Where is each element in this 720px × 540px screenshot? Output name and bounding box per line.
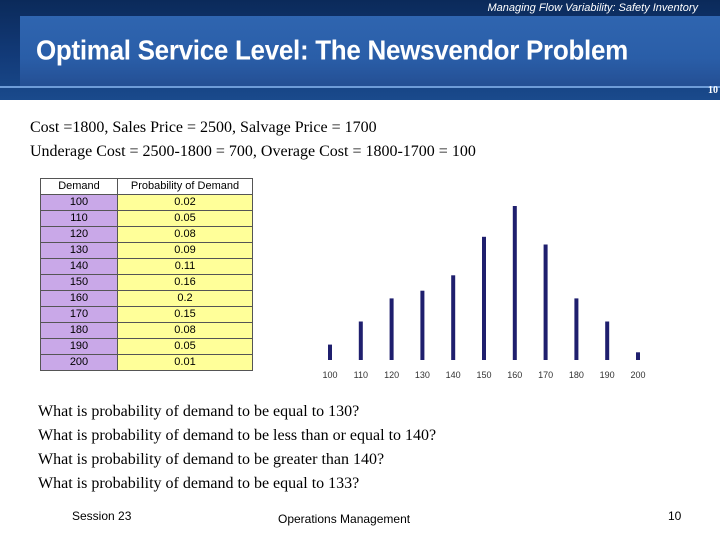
x-tick-label: 110 bbox=[354, 370, 368, 380]
x-tick-label: 190 bbox=[600, 370, 615, 380]
demand-cell: 200 bbox=[40, 354, 118, 371]
x-tick-label: 130 bbox=[415, 370, 430, 380]
bar-170 bbox=[543, 244, 548, 360]
demand-cell: 130 bbox=[40, 242, 118, 259]
x-tick-label: 200 bbox=[630, 370, 645, 380]
x-tick-label: 160 bbox=[507, 370, 522, 380]
x-tick-label: 150 bbox=[476, 370, 491, 380]
x-tick-label: 170 bbox=[538, 370, 553, 380]
x-tick-label: 100 bbox=[322, 370, 337, 380]
table-row: 180 0.08 bbox=[40, 322, 253, 339]
header-subtitle: Managing Flow Variability: Safety Invent… bbox=[487, 2, 698, 14]
demand-table: Demand Probability of Demand 100 0.02 110… bbox=[40, 178, 253, 371]
probability-cell: 0.15 bbox=[117, 306, 253, 323]
demand-cell: 100 bbox=[40, 194, 118, 211]
bar-160 bbox=[512, 206, 517, 360]
probability-cell: 0.16 bbox=[117, 274, 253, 291]
probability-cell: 0.2 bbox=[117, 290, 253, 307]
bar-120 bbox=[389, 298, 394, 360]
question-1: What is probability of demand to be equa… bbox=[38, 403, 360, 420]
table-row: 120 0.08 bbox=[40, 226, 253, 243]
table-row: 190 0.05 bbox=[40, 338, 253, 355]
probability-cell: 0.01 bbox=[117, 354, 253, 371]
footer-course: Operations Management bbox=[278, 512, 411, 526]
demand-cell: 180 bbox=[40, 322, 118, 339]
demand-bar-chart: 100 110 120 130 140 150 160 170 180 190 200 bbox=[322, 206, 646, 380]
demand-cell: 150 bbox=[40, 274, 118, 291]
x-tick-label: 180 bbox=[569, 370, 584, 380]
bar-100 bbox=[328, 344, 332, 360]
column-header-demand: Demand bbox=[40, 178, 118, 195]
banner-divider bbox=[0, 86, 720, 88]
header-banner: Managing Flow Variability: Safety Invent… bbox=[0, 0, 720, 100]
table-row: 100 0.02 bbox=[40, 194, 253, 211]
question-2: What is probability of demand to be less… bbox=[38, 427, 437, 444]
table-row: 150 0.16 bbox=[40, 274, 253, 291]
probability-cell: 0.05 bbox=[117, 338, 253, 355]
table-header-row: Demand Probability of Demand bbox=[40, 178, 253, 195]
bar-180 bbox=[574, 298, 579, 360]
x-tick-label: 120 bbox=[384, 370, 399, 380]
table-row: 110 0.05 bbox=[40, 210, 253, 227]
demand-cell: 160 bbox=[40, 290, 118, 307]
demand-cell: 190 bbox=[40, 338, 118, 355]
table-row: 140 0.11 bbox=[40, 258, 253, 275]
header-page-number: 10 bbox=[708, 85, 718, 96]
bar-150 bbox=[482, 236, 486, 360]
slide-title: Optimal Service Level: The Newsvendor Pr… bbox=[36, 33, 628, 67]
table-row: 130 0.09 bbox=[40, 242, 253, 259]
probability-cell: 0.05 bbox=[117, 210, 253, 227]
question-3: What is probability of demand to be grea… bbox=[38, 451, 385, 468]
table-row: 200 0.01 bbox=[40, 354, 253, 371]
demand-cell: 120 bbox=[40, 226, 118, 243]
title-panel bbox=[20, 16, 720, 86]
bar-190 bbox=[605, 321, 610, 360]
column-header-probability: Probability of Demand bbox=[117, 178, 253, 195]
demand-cell: 140 bbox=[40, 258, 118, 275]
footer-page-number: 10 bbox=[668, 509, 682, 523]
probability-cell: 0.09 bbox=[117, 242, 253, 259]
cost-line-2: Underage Cost = 2500-1800 = 700, Overage… bbox=[30, 143, 476, 160]
x-tick-label: 140 bbox=[446, 370, 461, 380]
demand-cell: 170 bbox=[40, 306, 118, 323]
bar-140 bbox=[451, 275, 456, 360]
question-4: What is probability of demand to be equa… bbox=[38, 475, 360, 492]
bar-130 bbox=[420, 290, 425, 360]
probability-cell: 0.11 bbox=[117, 258, 253, 275]
footer-session: Session 23 bbox=[72, 509, 132, 523]
probability-cell: 0.08 bbox=[117, 226, 253, 243]
probability-cell: 0.08 bbox=[117, 322, 253, 339]
table-row: 160 0.2 bbox=[40, 290, 253, 307]
probability-cell: 0.02 bbox=[117, 194, 253, 211]
demand-cell: 110 bbox=[40, 210, 118, 227]
table-row: 170 0.15 bbox=[40, 306, 253, 323]
bar-200 bbox=[636, 352, 640, 360]
cost-line-1: Cost =1800, Sales Price = 2500, Salvage … bbox=[30, 119, 377, 136]
bar-110 bbox=[358, 321, 363, 360]
